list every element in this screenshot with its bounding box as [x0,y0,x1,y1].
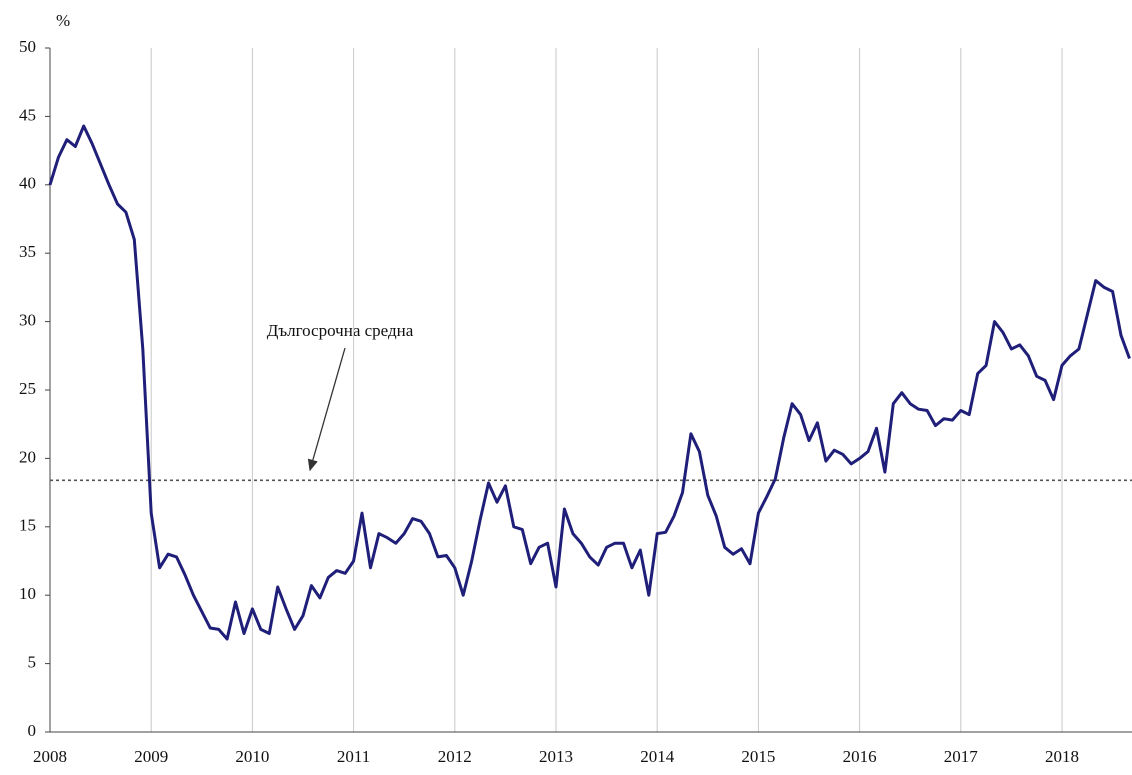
y-tick-label: 15 [19,516,36,535]
x-tick-label: 2013 [539,747,573,766]
y-tick-label: 0 [28,721,37,740]
x-tick-label: 2012 [438,747,472,766]
annotation-arrow [307,347,346,472]
y-tick-label: 30 [19,311,36,330]
annotation: Дългосрочна средна [267,321,414,340]
y-tick-label: 45 [19,105,36,124]
x-tick-label: 2011 [337,747,370,766]
y-tick-label: 35 [19,242,36,261]
y-tick-label: 50 [19,37,36,56]
x-tick-label: 2017 [944,747,979,766]
x-tick-label: 2014 [640,747,675,766]
x-tick-label: 2009 [134,747,168,766]
y-tick-label: 25 [19,379,36,398]
data-line [48,124,1131,641]
y-tick-label: 20 [19,447,36,466]
x-tick-label: 2010 [235,747,269,766]
x-tick-label: 2008 [33,747,67,766]
y-tick-label: 10 [19,584,36,603]
y-axis-label: % [56,11,70,30]
y-tick-label: 40 [19,174,36,193]
x-tick-label: 2015 [741,747,775,766]
x-tick-label: 2018 [1045,747,1079,766]
x-tick-label: 2016 [843,747,877,766]
y-tick-label: 5 [28,653,37,672]
